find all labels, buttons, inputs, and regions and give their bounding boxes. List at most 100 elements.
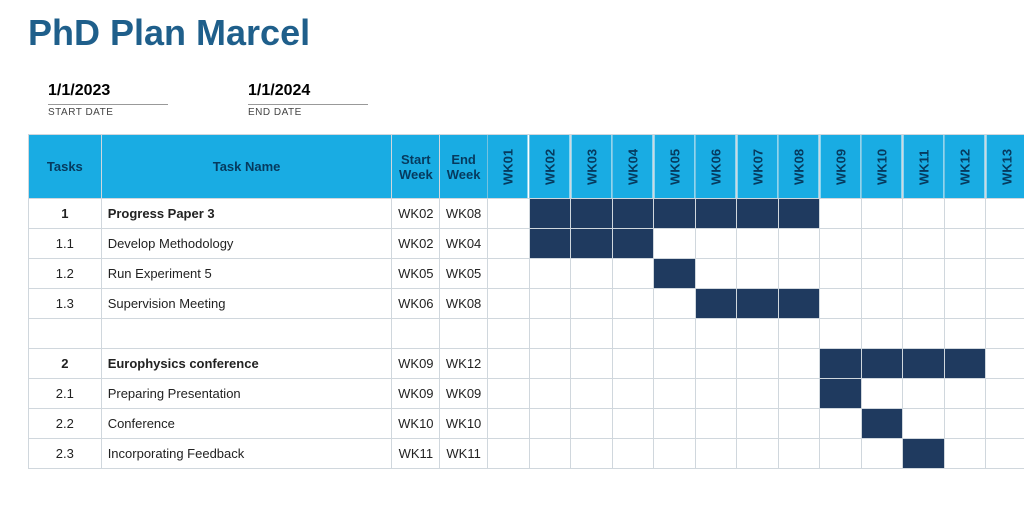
gantt-empty-cell: [903, 229, 945, 259]
gantt-empty-cell: [778, 439, 820, 469]
gantt-empty-cell: [944, 259, 986, 289]
start-date-label: START DATE: [48, 107, 168, 118]
gantt-bar-cell: [861, 349, 903, 379]
page-title: PhD Plan Marcel: [28, 12, 1024, 54]
spacer-row: [29, 319, 1024, 349]
gantt-bar-cell: [695, 289, 737, 319]
gantt-body: 1Progress Paper 3WK02WK081.1Develop Meth…: [29, 199, 1024, 469]
gantt-empty-cell: [487, 409, 529, 439]
task-name: Europhysics conference: [101, 349, 392, 379]
gantt-empty-cell: [695, 379, 737, 409]
header-week: WK04: [612, 135, 654, 199]
gantt-empty-cell: [737, 439, 779, 469]
task-start-week: WK02: [392, 199, 440, 229]
gantt-empty-cell: [695, 259, 737, 289]
gantt-empty-cell: [861, 379, 903, 409]
gantt-empty-cell: [861, 199, 903, 229]
task-id: 2: [29, 349, 102, 379]
task-row: 1Progress Paper 3WK02WK08: [29, 199, 1024, 229]
task-end-week: WK10: [440, 409, 488, 439]
task-name: Develop Methodology: [101, 229, 392, 259]
gantt-empty-cell: [737, 349, 779, 379]
gantt-empty-cell: [820, 259, 862, 289]
gantt-empty-cell: [903, 319, 945, 349]
date-range-block: 1/1/2023 START DATE 1/1/2024 END DATE: [48, 82, 1024, 118]
task-id: 1.3: [29, 289, 102, 319]
gantt-bar-cell: [612, 229, 654, 259]
gantt-empty-cell: [487, 349, 529, 379]
gantt-empty-cell: [612, 379, 654, 409]
task-name: Supervision Meeting: [101, 289, 392, 319]
gantt-empty-cell: [571, 379, 613, 409]
header-tasks: Tasks: [29, 135, 102, 199]
gantt-empty-cell: [529, 319, 571, 349]
header-week: WK12: [944, 135, 986, 199]
gantt-empty-cell: [612, 409, 654, 439]
task-start-week: [392, 319, 440, 349]
gantt-empty-cell: [654, 439, 696, 469]
gantt-empty-cell: [986, 199, 1024, 229]
gantt-empty-cell: [820, 199, 862, 229]
gantt-empty-cell: [529, 409, 571, 439]
task-end-week: WK04: [440, 229, 488, 259]
task-start-week: WK11: [392, 439, 440, 469]
gantt-empty-cell: [861, 289, 903, 319]
task-name: [101, 319, 392, 349]
gantt-empty-cell: [778, 319, 820, 349]
gantt-empty-cell: [778, 259, 820, 289]
gantt-table: Tasks Task Name Start Week End Week WK01…: [28, 134, 1024, 469]
task-row: 1.2Run Experiment 5WK05WK05: [29, 259, 1024, 289]
gantt-empty-cell: [487, 259, 529, 289]
task-id: 1.1: [29, 229, 102, 259]
task-end-week: WK08: [440, 199, 488, 229]
gantt-bar-cell: [820, 379, 862, 409]
gantt-bar-cell: [903, 439, 945, 469]
gantt-empty-cell: [529, 349, 571, 379]
gantt-empty-cell: [903, 289, 945, 319]
task-name: Conference: [101, 409, 392, 439]
gantt-empty-cell: [737, 229, 779, 259]
header-week: WK07: [737, 135, 779, 199]
gantt-empty-cell: [986, 439, 1024, 469]
gantt-bar-cell: [695, 199, 737, 229]
gantt-bar-cell: [529, 229, 571, 259]
gantt-bar-cell: [778, 199, 820, 229]
gantt-empty-cell: [529, 259, 571, 289]
gantt-empty-cell: [612, 319, 654, 349]
task-end-week: WK05: [440, 259, 488, 289]
task-row: 2.1Preparing PresentationWK09WK09: [29, 379, 1024, 409]
start-date-block: 1/1/2023 START DATE: [48, 82, 168, 118]
header-week: WK10: [861, 135, 903, 199]
end-date-block: 1/1/2024 END DATE: [248, 82, 368, 118]
gantt-empty-cell: [861, 259, 903, 289]
task-end-week: [440, 319, 488, 349]
gantt-empty-cell: [861, 229, 903, 259]
gantt-empty-cell: [737, 379, 779, 409]
task-id: [29, 319, 102, 349]
task-start-week: WK05: [392, 259, 440, 289]
task-end-week: WK08: [440, 289, 488, 319]
header-week: WK08: [778, 135, 820, 199]
gantt-empty-cell: [820, 409, 862, 439]
task-start-week: WK02: [392, 229, 440, 259]
gantt-empty-cell: [571, 289, 613, 319]
gantt-empty-cell: [695, 319, 737, 349]
gantt-empty-cell: [654, 379, 696, 409]
header-week: WK11: [903, 135, 945, 199]
header-week: WK06: [695, 135, 737, 199]
gantt-empty-cell: [986, 319, 1024, 349]
header-task-name: Task Name: [101, 135, 392, 199]
task-row: 1.1Develop MethodologyWK02WK04: [29, 229, 1024, 259]
task-start-week: WK06: [392, 289, 440, 319]
gantt-empty-cell: [571, 409, 613, 439]
gantt-empty-cell: [986, 349, 1024, 379]
header-week: WK02: [529, 135, 571, 199]
gantt-empty-cell: [944, 199, 986, 229]
task-end-week: WK12: [440, 349, 488, 379]
header-start-week: Start Week: [392, 135, 440, 199]
header-week: WK13: [986, 135, 1024, 199]
task-start-week: WK09: [392, 349, 440, 379]
gantt-empty-cell: [487, 379, 529, 409]
gantt-empty-cell: [820, 439, 862, 469]
task-row: 1.3Supervision MeetingWK06WK08: [29, 289, 1024, 319]
